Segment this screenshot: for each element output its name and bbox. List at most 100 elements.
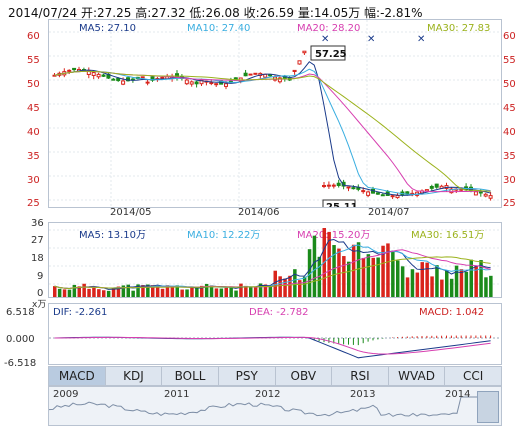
volume-bar — [361, 257, 366, 297]
timeline-year: 2009 — [53, 389, 79, 400]
volume-bar — [420, 262, 424, 297]
volume-unit: x万 — [32, 300, 47, 310]
candle-body — [175, 73, 179, 78]
y-tick-price: 50 — [27, 79, 40, 90]
candle-body — [346, 186, 351, 189]
candle-body — [326, 184, 331, 187]
volume-ma-line — [54, 256, 491, 290]
timeline-range-handle[interactable] — [477, 391, 499, 423]
volume-bar — [209, 285, 214, 297]
candle-body — [459, 188, 464, 191]
volume-bar — [82, 283, 86, 297]
volume-bar — [106, 290, 111, 297]
dea-label: DEA: -2.782 — [249, 307, 309, 318]
y-tick-price-right: 40 — [503, 127, 516, 138]
volume-ma-line — [54, 238, 491, 290]
candle-body — [101, 74, 106, 77]
timeline-sparkline-line — [49, 396, 477, 417]
volume-bar — [425, 262, 429, 297]
candle-body — [268, 74, 273, 77]
candle-body — [116, 77, 121, 82]
volume-bar — [268, 286, 273, 297]
quote-header: 2014/07/24 开:27.25 高:27.32 低:26.08 收:26.… — [8, 6, 423, 20]
volume-bar — [396, 260, 400, 297]
y-tick-price: 55 — [27, 55, 40, 66]
timeline-navigator[interactable]: 2009 2011 2012 2013 2014 — [48, 386, 502, 426]
volume-bar — [371, 257, 375, 297]
candle-body — [96, 73, 101, 78]
tab-psy[interactable]: PSY — [219, 367, 276, 385]
tab-rsi[interactable]: RSI — [332, 367, 389, 385]
high-price-callout: 57.25 — [315, 49, 347, 60]
volume-bar — [224, 287, 228, 297]
ma5-label: MA5: 27.10 — [79, 23, 137, 34]
ma20-label: MA20: 28.20 — [297, 23, 361, 34]
tab-wvad[interactable]: WVAD — [389, 367, 446, 385]
candle-body — [429, 185, 434, 189]
volume-bar — [53, 286, 57, 297]
volume-chart-panel[interactable]: MA5: 13.10万 MA10: 12.22万 MA20: 15.20万 MA… — [48, 222, 502, 298]
timeline-year: 2012 — [255, 389, 281, 400]
ma30-label: MA30: 27.83 — [427, 23, 491, 34]
volume-ma-line — [54, 244, 491, 290]
tab-obv[interactable]: OBV — [276, 367, 333, 385]
candle-body — [121, 80, 126, 85]
volume-bar — [283, 278, 287, 297]
candle-body — [214, 83, 219, 86]
candle-body — [331, 184, 336, 187]
candle-body — [449, 188, 454, 194]
y-tick-price-right: 35 — [503, 151, 516, 162]
y-tick-price: 60 — [27, 31, 40, 42]
macd-chart — [49, 335, 501, 359]
ex-dividend-marker: ✕ — [321, 34, 329, 45]
candle-body — [351, 187, 356, 190]
volume-bar — [126, 284, 130, 297]
volume-bar — [400, 266, 405, 297]
x-tick-date: 2014/07 — [368, 207, 410, 218]
candle-body — [243, 72, 248, 77]
macd-panel[interactable]: DIF: -2.261 DEA: -2.782 MACD: 1.042 — [48, 303, 502, 365]
y-tick-price-right: 30 — [503, 175, 516, 186]
dif-line — [54, 336, 491, 359]
y-tick-price-right: 45 — [503, 103, 516, 114]
vol-ma30-label: MA30: 16.51万 — [411, 230, 485, 241]
ma5-line — [54, 61, 491, 196]
y-tick-price: 30 — [27, 175, 40, 186]
volume-bar — [57, 288, 62, 297]
vol-ma10-label: MA10: 12.22万 — [187, 230, 261, 241]
volume-bar — [430, 276, 434, 297]
ma20-line — [54, 70, 491, 193]
tab-kdj[interactable]: KDJ — [106, 367, 163, 385]
candle-body — [361, 190, 366, 193]
price-chart-panel[interactable]: MA5: 27.10 MA10: 27.40 MA20: 28.20 MA30:… — [48, 19, 502, 208]
candle-body — [277, 77, 282, 83]
y-tick-macd: -6.518 — [4, 358, 37, 369]
y-tick-price: 35 — [27, 151, 40, 162]
candle-body — [160, 76, 165, 79]
candle-body — [145, 81, 150, 84]
y-tick-price-right: 50 — [503, 79, 516, 90]
timeline-year: 2013 — [350, 389, 376, 400]
y-tick-volume: 9 — [37, 271, 44, 282]
volume-bar — [160, 288, 165, 297]
high-price-callout-box — [310, 45, 346, 61]
volume-bar — [435, 265, 439, 297]
volume-bar — [332, 245, 336, 297]
volume-bar — [445, 270, 449, 297]
volume-bar — [102, 290, 106, 297]
candle-body — [322, 185, 326, 188]
candle-body — [194, 81, 199, 85]
tab-boll[interactable]: BOLL — [162, 367, 219, 385]
dif-label: DIF: -2.261 — [53, 307, 108, 318]
volume-bar — [405, 277, 410, 297]
volume-bar — [131, 290, 135, 297]
volume-bar — [195, 287, 199, 297]
candle-body — [189, 81, 194, 85]
candle-body — [366, 191, 371, 196]
volume-bar — [474, 265, 478, 297]
candle-body — [302, 50, 307, 54]
tab-macd[interactable]: MACD — [49, 367, 106, 385]
tab-cci[interactable]: CCI — [463, 369, 484, 383]
candle-body — [67, 69, 72, 72]
volume-bar — [288, 275, 292, 297]
